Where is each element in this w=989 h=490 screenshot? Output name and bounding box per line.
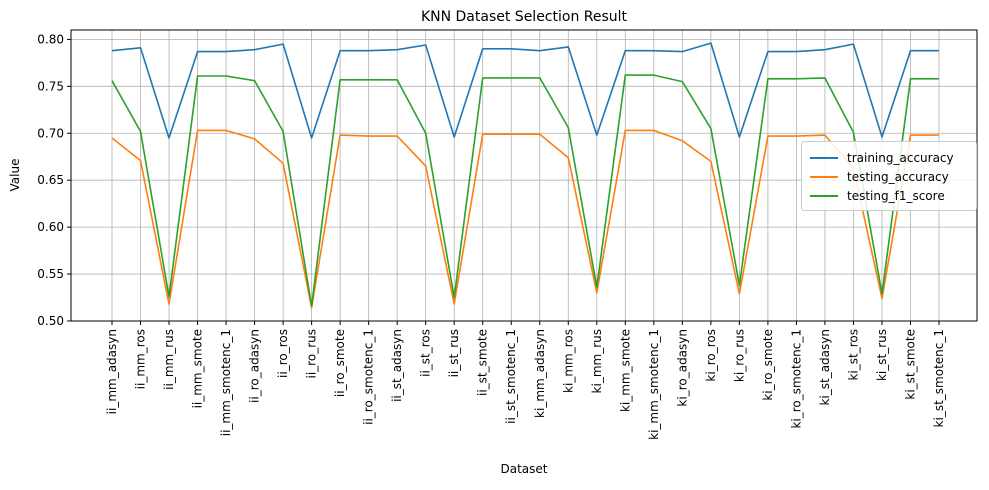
x-tick-label: ki_ro_ros [704, 329, 718, 382]
x-tick-label: ki_st_ros [846, 329, 860, 381]
legend-swatch-testing-accuracy [810, 176, 838, 178]
x-tick-label: ii_ro_rus [305, 329, 319, 378]
x-tick-label: ki_st_smotenc_1 [932, 329, 946, 427]
x-tick-label: ii_st_ros [419, 329, 433, 377]
x-tick-label: ii_mm_smotenc_1 [219, 329, 233, 436]
legend-label-training-accuracy: training_accuracy [847, 151, 954, 165]
x-tick-label: ii_mm_smote [191, 329, 205, 408]
x-tick-label: ii_ro_ros [276, 329, 290, 378]
legend-label-testing-f1-score: testing_f1_score [847, 189, 945, 203]
x-axis-label: Dataset [501, 462, 548, 476]
x-tick-label: ki_st_rus [875, 329, 889, 381]
x-tick-label: ki_mm_smotenc_1 [647, 329, 661, 440]
x-tick-label: ii_st_adasyn [390, 329, 404, 402]
x-tick-label: ki_mm_smote [618, 329, 632, 412]
y-tick-label: 0.60 [37, 220, 64, 234]
legend-swatch-training-accuracy [810, 157, 838, 159]
legend-item-testing-f1-score: testing_f1_score [810, 186, 945, 206]
x-tick-label: ki_ro_smotenc_1 [789, 329, 803, 429]
y-axis-label: Value [8, 159, 22, 192]
series-line-training-accuracy [111, 42, 939, 139]
series-line-testing-f1-score [111, 74, 939, 307]
y-tick-label: 0.65 [37, 173, 64, 187]
y-tick-label: 0.80 [37, 32, 64, 46]
x-tick-label: ki_st_adasyn [818, 329, 832, 406]
chart-title: KNN Dataset Selection Result [421, 9, 628, 25]
x-tick-label: ii_mm_ros [134, 329, 148, 389]
x-tick-label: ki_ro_smote [761, 329, 775, 401]
x-tick-label: ii_st_smotenc_1 [504, 329, 518, 424]
plot-frame [70, 29, 978, 322]
x-tick-label: ki_st_smote [903, 329, 917, 400]
x-tick-label: ii_mm_adasyn [105, 329, 119, 414]
x-tick-label: ki_mm_adasyn [533, 329, 547, 418]
x-tick-label: ii_st_smote [476, 329, 490, 396]
x-tick-label: ii_st_rus [447, 329, 461, 377]
legend: training_accuracy testing_accuracy testi… [801, 141, 977, 211]
legend-swatch-testing-f1-score [810, 195, 838, 197]
y-tick-label: 0.75 [37, 79, 64, 93]
y-tick-label: 0.50 [37, 314, 64, 328]
legend-label-testing-accuracy: testing_accuracy [847, 170, 949, 184]
y-axis-ticks: 0.50 0.55 0.60 0.65 0.70 0.75 0.80 [37, 32, 71, 328]
x-tick-label: ii_mm_rus [162, 329, 176, 390]
x-tick-label: ii_ro_smote [333, 329, 347, 397]
series-line-testing-accuracy [111, 129, 939, 309]
x-tick-label: ii_ro_adasyn [248, 329, 262, 403]
x-tick-label: ki_ro_rus [732, 329, 746, 382]
y-tick-label: 0.70 [37, 126, 64, 140]
series-lines [111, 42, 939, 309]
x-tick-label: ki_mm_ros [561, 329, 575, 393]
x-tick-label: ii_ro_smotenc_1 [362, 329, 376, 425]
x-tick-label: ki_mm_rus [590, 329, 604, 393]
legend-item-training-accuracy: training_accuracy [810, 148, 954, 168]
x-tick-label: ki_ro_adasyn [675, 329, 689, 407]
y-tick-label: 0.55 [37, 267, 64, 281]
legend-item-testing-accuracy: testing_accuracy [810, 167, 949, 187]
x-axis-ticks: ii_mm_adasyn ii_mm_ros ii_mm_rus ii_mm_smot… [105, 321, 946, 440]
